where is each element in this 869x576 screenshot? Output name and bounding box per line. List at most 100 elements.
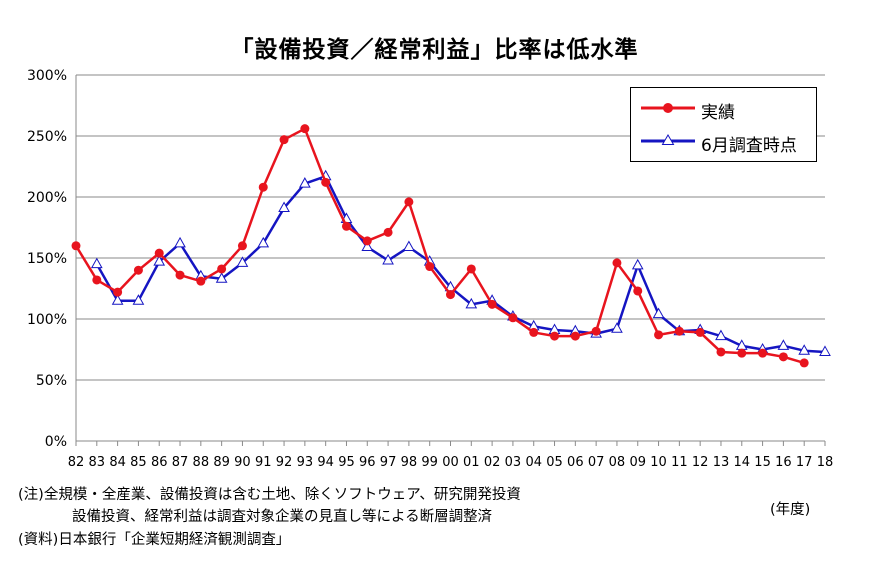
x-tick-label: 16 <box>775 455 792 470</box>
x-tick-label: 11 <box>671 455 688 470</box>
data-point <box>466 264 476 274</box>
y-tick-labels: 0% 50% 100% 150% 200% 250% 300% <box>27 68 67 450</box>
data-point <box>321 177 331 187</box>
data-point <box>133 265 143 275</box>
data-point <box>362 236 372 246</box>
legend-swatch-june <box>641 134 695 145</box>
data-point <box>403 240 415 252</box>
x-tick-label: 91 <box>255 455 272 470</box>
y-tick-label: 250% <box>27 129 67 145</box>
data-point <box>217 264 227 274</box>
data-point <box>113 287 123 297</box>
data-point <box>361 240 374 252</box>
x-tick-label: 02 <box>484 455 501 470</box>
x-tick-label: 00 <box>442 455 459 470</box>
grid-lines <box>76 74 825 381</box>
x-tick-label: 83 <box>89 455 106 470</box>
data-point <box>591 326 601 336</box>
series-line <box>74 127 805 365</box>
data-point <box>404 197 414 207</box>
data-point <box>550 331 560 341</box>
data-point <box>798 344 811 355</box>
legend-item-actual: 実績 <box>631 96 816 123</box>
x-axis-unit: (年度) <box>770 502 811 518</box>
x-tick-label: 98 <box>401 455 418 470</box>
x-tick-label: 84 <box>109 455 126 470</box>
legend-item-june: 6月調査時点 <box>631 129 816 156</box>
legend: 実績 6月調査時点 <box>630 87 817 162</box>
x-tick-label: 08 <box>609 455 626 470</box>
series-line <box>95 175 826 354</box>
data-point <box>215 272 228 283</box>
data-point <box>737 348 747 358</box>
x-tick-label: 04 <box>525 455 542 470</box>
data-point <box>654 330 664 340</box>
y-tick-label: 200% <box>27 190 67 206</box>
x-tick-label: 15 <box>754 455 771 470</box>
data-point <box>111 294 124 305</box>
data-point <box>695 327 705 337</box>
data-point <box>778 352 788 362</box>
data-point <box>487 299 497 309</box>
data-point <box>154 248 164 258</box>
x-tick-label: 90 <box>234 455 251 470</box>
x-tick-label: 82 <box>68 455 85 470</box>
data-point <box>196 276 206 286</box>
note-line-1: (注)全規模・全産業、設備投資は含む土地、除くソフトウェア、研究開発投資 <box>18 487 521 503</box>
data-point <box>299 177 311 188</box>
data-point <box>90 257 103 269</box>
data-point <box>132 294 145 305</box>
chart-title: 「設備投資／経常利益」比率は低水準 <box>230 37 639 63</box>
x-tick-label: 94 <box>317 455 334 470</box>
data-point <box>174 236 186 248</box>
data-point <box>175 270 185 280</box>
x-tick-label: 09 <box>629 455 646 470</box>
data-point <box>674 326 684 336</box>
x-tick-label: 13 <box>713 455 730 470</box>
x-tick-label: 88 <box>193 455 210 470</box>
data-point <box>631 258 644 270</box>
data-point <box>611 322 623 333</box>
series-actual <box>71 124 809 368</box>
data-point <box>612 258 622 268</box>
x-tick-label: 92 <box>276 455 293 470</box>
x-tick-label: 05 <box>546 455 563 470</box>
data-point <box>570 331 580 341</box>
y-tick-label: 150% <box>27 251 67 267</box>
x-tick-label: 10 <box>650 455 667 470</box>
y-tick-label: 300% <box>27 68 67 84</box>
y-tick-label: 50% <box>36 373 67 389</box>
data-point <box>652 307 665 319</box>
data-point <box>777 339 790 350</box>
data-point <box>71 241 81 251</box>
x-tick-label: 89 <box>213 455 230 470</box>
data-point <box>236 256 249 267</box>
y-tick-label: 0% <box>45 434 67 450</box>
x-tick-label: 93 <box>297 455 314 470</box>
axes <box>75 75 826 446</box>
x-tick-label: 06 <box>567 455 584 470</box>
x-tick-label: 18 <box>817 455 834 470</box>
source-note: (資料)日本銀行「企業短期経済観測調査」 <box>18 532 291 548</box>
x-tick-label: 97 <box>380 455 397 470</box>
y-tick-label: 100% <box>27 312 67 328</box>
x-tick-label: 07 <box>588 455 605 470</box>
x-tick-labels: 82 83 84 85 86 87 88 89 90 91 92 93 94 95 96 97 98 99 00 01… <box>68 455 834 470</box>
data-point <box>508 313 518 323</box>
data-point <box>758 348 768 358</box>
data-point <box>279 135 289 145</box>
data-point <box>529 327 539 337</box>
x-tick-label: 99 <box>421 455 438 470</box>
data-point <box>799 358 809 368</box>
x-tick-label: 14 <box>734 455 751 470</box>
data-point <box>715 329 727 341</box>
data-point <box>258 182 268 192</box>
data-point <box>300 124 310 134</box>
x-tick-label: 96 <box>359 455 376 470</box>
data-point <box>257 236 270 248</box>
note-line-2: 設備投資、経常利益は調査対象企業の見直し等による断層調整済 <box>72 509 493 525</box>
legend-swatch-actual <box>641 103 695 113</box>
data-point <box>382 253 394 265</box>
x-tick-label: 95 <box>338 455 355 470</box>
